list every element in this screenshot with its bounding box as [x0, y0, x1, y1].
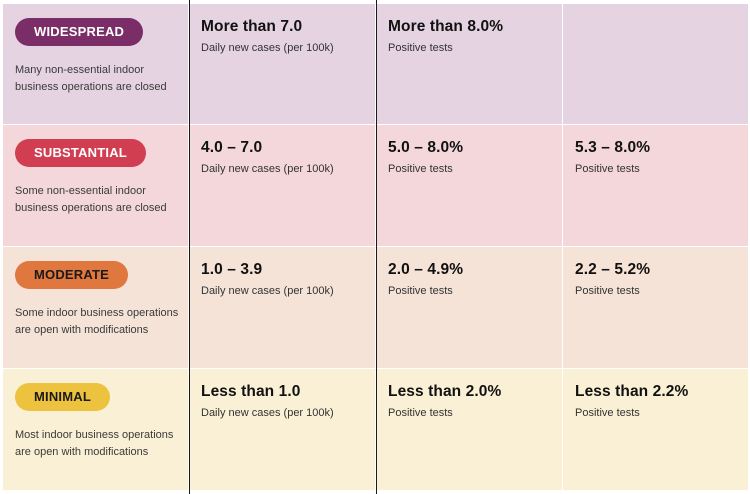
equity-cell-minimal: Less than 2.2% Positive tests	[563, 369, 749, 491]
equity-cell-substantial: 5.3 – 8.0% Positive tests	[563, 125, 749, 247]
positivity-cell-moderate: 2.0 – 4.9% Positive tests	[376, 247, 563, 369]
positivity-label: Positive tests	[388, 407, 453, 419]
tier-description: Most indoor business operations are open…	[15, 429, 174, 458]
tier-badge-substantial: SUBSTANTIAL	[15, 139, 146, 167]
positivity-value: 2.0 – 4.9%	[388, 261, 464, 278]
positivity-cell-minimal: Less than 2.0% Positive tests	[376, 369, 563, 491]
equity-value: 5.3 – 8.0%	[575, 139, 651, 156]
cases-label: Daily new cases (per 100k)	[201, 163, 334, 175]
cases-value: 4.0 – 7.0	[201, 139, 263, 156]
equity-label: Positive tests	[575, 163, 640, 175]
column-divider	[189, 0, 190, 494]
positivity-label: Positive tests	[388, 42, 453, 54]
equity-label: Positive tests	[575, 285, 640, 297]
equity-value: 2.2 – 5.2%	[575, 261, 651, 278]
cases-value: Less than 1.0	[201, 383, 301, 400]
cases-label: Daily new cases (per 100k)	[201, 285, 334, 297]
tier-description: Some indoor business operations are open…	[15, 307, 179, 336]
column-divider	[376, 0, 377, 494]
tier-description: Many non-essential indoor business opera…	[15, 64, 167, 93]
positivity-label: Positive tests	[388, 285, 453, 297]
tier-cell-moderate: MODERATE Some indoor business operations…	[3, 247, 189, 369]
positivity-cell-substantial: 5.0 – 8.0% Positive tests	[376, 125, 563, 247]
tier-table: WIDESPREAD Many non-essential indoor bus…	[3, 4, 749, 491]
equity-label: Positive tests	[575, 407, 640, 419]
tier-cell-widespread: WIDESPREAD Many non-essential indoor bus…	[3, 4, 189, 125]
tier-cell-substantial: SUBSTANTIAL Some non-essential indoor bu…	[3, 125, 189, 247]
equity-value: Less than 2.2%	[575, 383, 689, 400]
tier-badge-widespread: WIDESPREAD	[15, 18, 144, 46]
cases-cell-moderate: 1.0 – 3.9 Daily new cases (per 100k)	[189, 247, 376, 369]
positivity-value: More than 8.0%	[388, 18, 504, 35]
equity-cell-widespread	[563, 4, 749, 125]
tier-cell-minimal: MINIMAL Most indoor business operations …	[3, 369, 189, 491]
positivity-cell-widespread: More than 8.0% Positive tests	[376, 4, 563, 125]
cases-cell-substantial: 4.0 – 7.0 Daily new cases (per 100k)	[189, 125, 376, 247]
cases-label: Daily new cases (per 100k)	[201, 407, 334, 419]
positivity-value: Less than 2.0%	[388, 383, 502, 400]
equity-cell-moderate: 2.2 – 5.2% Positive tests	[563, 247, 749, 369]
cases-label: Daily new cases (per 100k)	[201, 42, 334, 54]
cases-cell-minimal: Less than 1.0 Daily new cases (per 100k)	[189, 369, 376, 491]
positivity-label: Positive tests	[388, 163, 453, 175]
tier-description: Some non-essential indoor business opera…	[15, 185, 167, 214]
cases-cell-widespread: More than 7.0 Daily new cases (per 100k)	[189, 4, 376, 125]
cases-value: 1.0 – 3.9	[201, 261, 263, 278]
tier-badge-moderate: MODERATE	[15, 261, 129, 289]
cases-value: More than 7.0	[201, 18, 303, 35]
tier-badge-minimal: MINIMAL	[15, 383, 110, 411]
positivity-value: 5.0 – 8.0%	[388, 139, 464, 156]
